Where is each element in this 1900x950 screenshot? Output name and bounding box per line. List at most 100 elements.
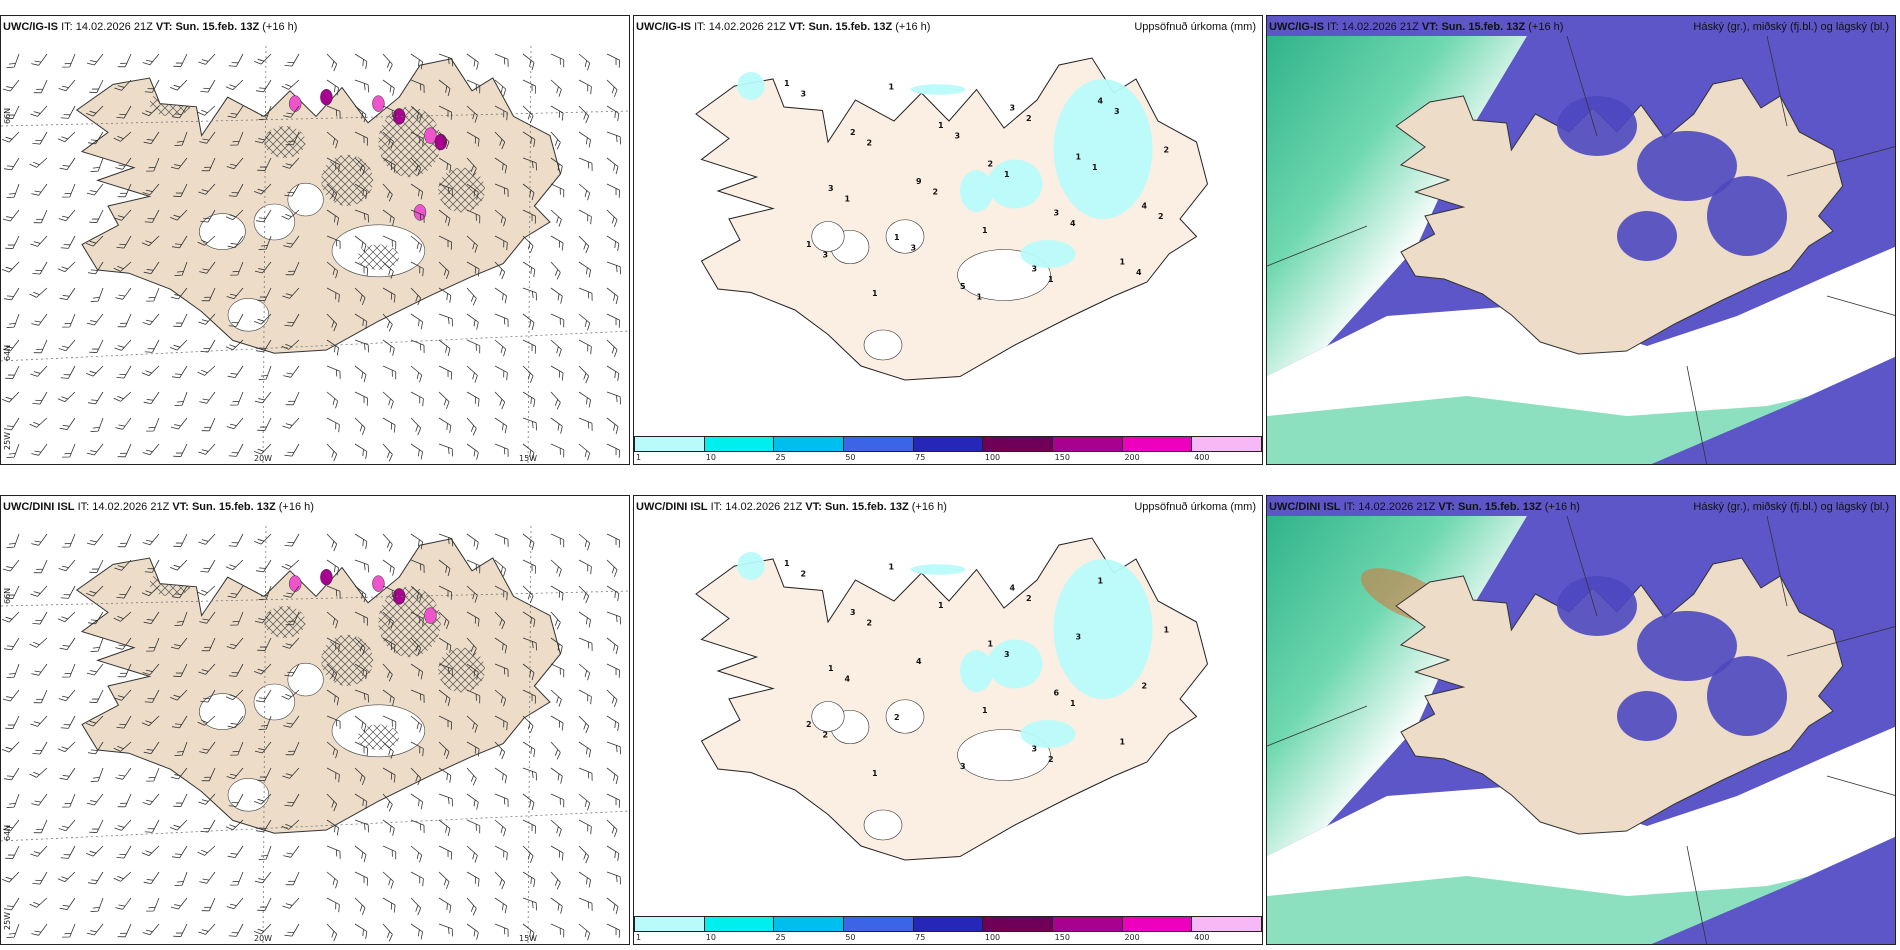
- wind-barb: [326, 235, 341, 249]
- wind-barb: [438, 235, 452, 250]
- wind-barb: [90, 897, 104, 912]
- wind-barb: [438, 157, 452, 174]
- wind-barb: [31, 53, 48, 66]
- precip-value-label: 1: [1004, 170, 1010, 179]
- wind-barb: [142, 923, 160, 936]
- wind-barb: [438, 131, 450, 149]
- wind-barb: [522, 443, 535, 461]
- panel-title: UWC/DINI ISL IT: 14.02.2026 21Z VT: Sun.…: [3, 501, 314, 513]
- colorbar-tick-label: 75: [915, 453, 926, 462]
- wind-barb: [258, 845, 272, 860]
- wind-barb: [354, 105, 367, 123]
- wind-barb: [466, 585, 478, 603]
- wind-barb: [354, 131, 368, 146]
- colorbar-tick-label: 400: [1194, 453, 1210, 462]
- boundary-line: [1826, 775, 1895, 796]
- wind-barb: [141, 235, 160, 247]
- wind-barb: [438, 663, 453, 677]
- wind-barb: [32, 871, 48, 885]
- wind-barb: [354, 443, 368, 460]
- wind-barb: [90, 637, 104, 652]
- wind-barb: [170, 819, 188, 831]
- colorbar-tick-label: 400: [1194, 933, 1210, 942]
- wind-barb: [354, 209, 369, 223]
- wind-barb: [438, 793, 453, 807]
- precip-value-label: 1: [1164, 626, 1170, 635]
- wind-barb: [382, 845, 397, 860]
- wind-barb: [230, 261, 244, 276]
- wind-barb: [494, 637, 507, 654]
- wind-barb: [438, 767, 452, 784]
- wind-barb: [438, 443, 453, 457]
- glacier: [885, 219, 925, 254]
- glacier: [885, 699, 925, 734]
- wind-barb: [285, 611, 300, 626]
- wind-barb: [410, 417, 422, 436]
- colorbar-swatch: [844, 917, 914, 931]
- colorbar-tick-label: 25: [775, 453, 786, 462]
- precip-value-label: 2: [1048, 755, 1054, 764]
- wind-barb: [606, 741, 621, 755]
- wind-barb: [62, 663, 76, 678]
- wind-barb: [86, 53, 104, 66]
- colorbar-swatch: [983, 917, 1054, 931]
- wind-barb: [606, 689, 618, 707]
- precip-value-label: 3: [1032, 745, 1038, 754]
- wind-barb: [86, 533, 104, 546]
- wind-barb: [283, 585, 300, 598]
- wind-barb: [225, 209, 244, 221]
- wind-barb: [226, 897, 244, 910]
- wind-barb: [225, 689, 244, 701]
- wind-barb: [606, 365, 620, 382]
- wind-barb: [31, 183, 48, 196]
- wind-barb: [466, 235, 478, 253]
- wind-barb: [114, 209, 132, 221]
- wind-barb: [606, 611, 621, 625]
- colorbar-swatch: [1122, 437, 1193, 451]
- colorbar-ticks: 1 10 25 50 75 100 150 200 400: [634, 453, 1262, 463]
- wind-barb: [466, 53, 479, 70]
- lat-label-66n: 66N: [3, 587, 12, 604]
- wind-barb: [282, 287, 300, 299]
- precip-value-label: 3: [801, 90, 807, 99]
- cloud-title: Háský (gr.), miðský (fj.bl.) og lágský (…: [1693, 21, 1889, 33]
- wind-barb: [32, 611, 48, 625]
- wind-barb: [255, 79, 272, 93]
- wind-barb: [606, 261, 621, 275]
- wind-barb: [494, 365, 508, 381]
- precip-map: 1 1 2 4 1 3 3 6 1 3 2 1 4 1 1 2 3 1 1 2 3 2 2 4 2 2 1 1: [695, 537, 1209, 861]
- wind-barb: [57, 391, 76, 403]
- wind-barb: [382, 559, 395, 576]
- hatch-patch: [357, 244, 400, 270]
- precip-value-label: 3: [1032, 265, 1038, 274]
- wind-barb: [438, 585, 452, 600]
- colorbar-tick-label: 1: [636, 453, 642, 462]
- wind-barb: [226, 417, 244, 430]
- wind-barb: [606, 313, 620, 328]
- wind-barb: [199, 611, 216, 624]
- wind-barb: [30, 585, 48, 597]
- wind-barb: [522, 287, 537, 301]
- high-cloud-southeast: [1651, 836, 1895, 944]
- wind-barb: [5, 365, 20, 379]
- wind-barb: [466, 105, 478, 123]
- wind-barb: [522, 417, 537, 431]
- wind-barb: [199, 131, 216, 144]
- wind-barb: [143, 871, 160, 884]
- wind-barb: [282, 637, 300, 649]
- wind-map: [1, 525, 629, 944]
- precip-value-label: 1: [977, 293, 983, 302]
- wind-barb: [606, 183, 620, 198]
- wind-barb: [255, 689, 272, 703]
- glacier: [811, 221, 845, 252]
- wind-barb: [285, 391, 300, 406]
- wind-barb: [354, 391, 368, 406]
- wind-barb: [117, 533, 132, 548]
- wind-barb: [382, 183, 393, 202]
- wind-barb: [62, 793, 76, 808]
- hatch-patch: [378, 586, 441, 658]
- wind-barb: [578, 715, 590, 734]
- wind-barb: [254, 131, 272, 144]
- wind-barb: [550, 287, 563, 304]
- wind-barb: [146, 637, 160, 652]
